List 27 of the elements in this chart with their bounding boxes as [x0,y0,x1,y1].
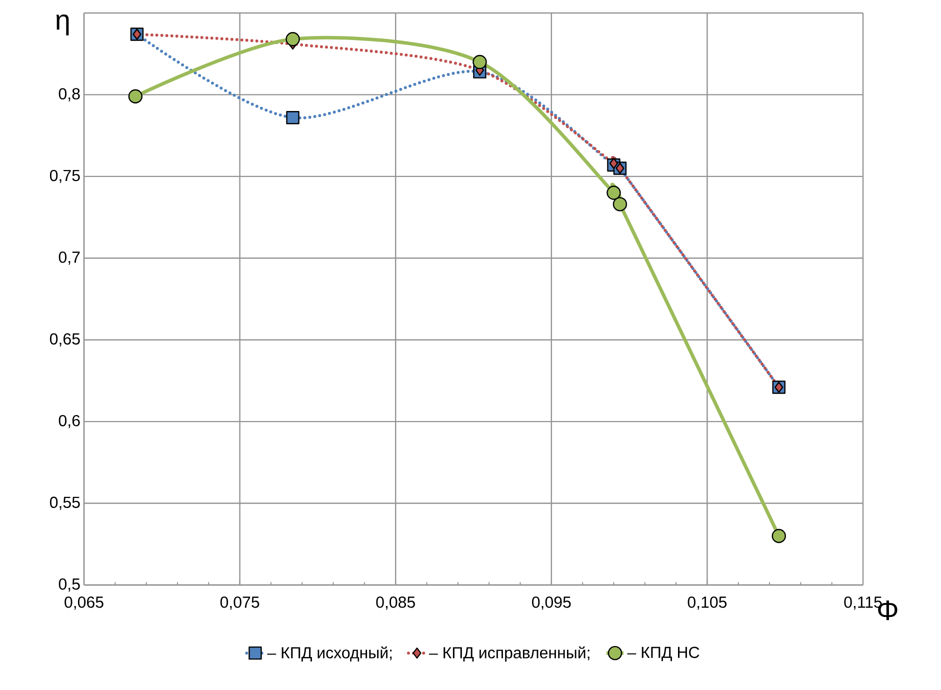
legend-label: – КПД НС [627,646,700,662]
y-tick-label: 0,5 [58,578,80,592]
point [606,186,621,200]
y-tick-label: 0,6 [58,414,80,428]
x-tick-label: 0,095 [532,596,571,610]
point [286,32,300,46]
point [616,162,624,174]
y-axis-title: η [56,14,69,36]
x-tick-label: 0,085 [376,596,415,610]
x-tick-label: 0,075 [220,596,260,610]
point [286,110,300,124]
legend-label: – КПД исходный; [267,646,392,662]
y-tick-label: 0,7 [58,252,80,265]
point [132,28,142,40]
x-tick-label: 0,105 [688,596,727,610]
point [774,382,784,393]
y-tick-label: 0,55 [50,496,80,510]
legend-label: – КПД исправленный; [428,646,590,662]
y-tick-label: 0,65 [50,333,80,346]
y-tick-label: 0,8 [58,88,80,102]
point [128,89,143,104]
y-tick-label: 0,75 [50,170,80,184]
x-tick-label: 0,065 [64,596,104,610]
point [472,54,487,70]
point [612,197,628,212]
point [772,528,786,544]
point [609,158,618,169]
